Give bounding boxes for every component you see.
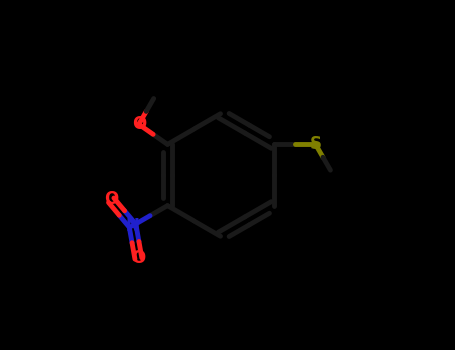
Text: O: O	[104, 190, 118, 208]
Text: S: S	[309, 135, 322, 153]
Text: O: O	[131, 250, 146, 267]
Text: O: O	[131, 115, 146, 133]
Text: N: N	[126, 217, 140, 235]
